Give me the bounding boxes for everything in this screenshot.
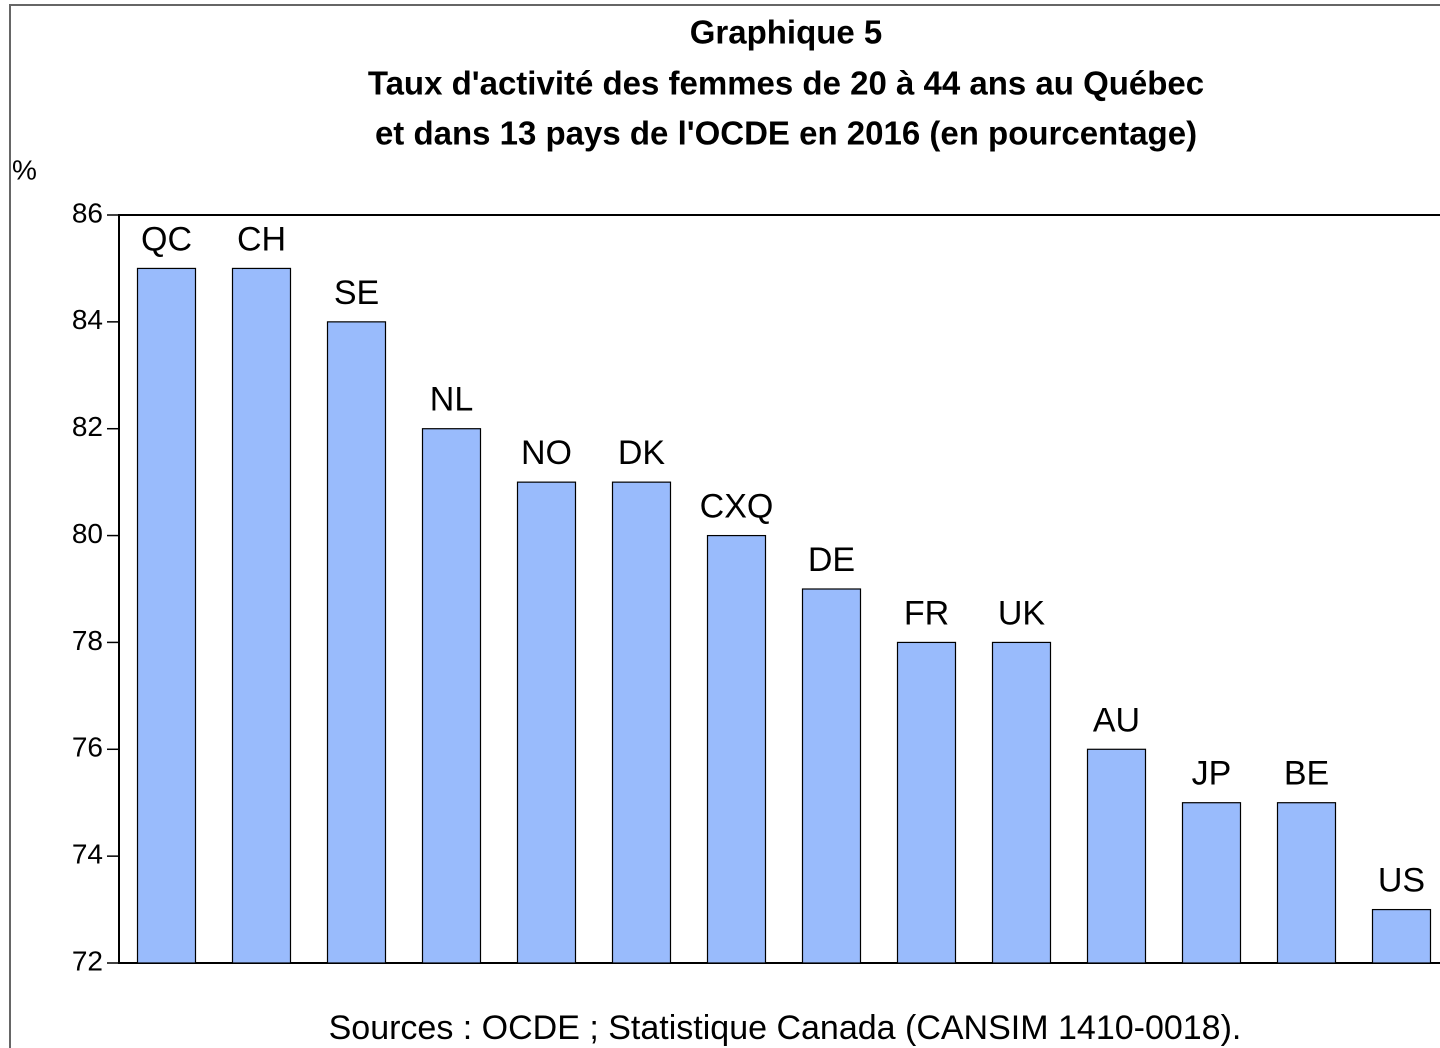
chart-title: Taux d'activité des femmes de 20 à 44 an… (368, 65, 1204, 102)
source-note: Sources : OCDE ; Statistique Canada (CAN… (329, 1009, 1242, 1047)
bar (326, 321, 387, 964)
bar-label: AU (1093, 701, 1140, 739)
y-tick-label: 76 (72, 732, 103, 763)
bar (801, 588, 862, 964)
y-tick-label: 72 (72, 945, 103, 976)
bar-label: CXQ (700, 488, 774, 526)
bar (1371, 908, 1432, 964)
y-tick-label: 86 (72, 197, 103, 228)
bar-label: NO (521, 434, 572, 472)
bar (706, 534, 767, 964)
plot-area (118, 214, 1440, 964)
bar-label: UK (998, 594, 1046, 632)
bar-label: DK (618, 434, 666, 472)
bar (136, 267, 197, 964)
chart-title: Graphique 5 (690, 14, 883, 51)
y-tick-label: 74 (72, 839, 103, 870)
bar-label: DE (808, 541, 855, 579)
bar-label: BE (1284, 755, 1329, 793)
bar-label: CH (237, 220, 286, 258)
bar-label: NL (430, 381, 473, 419)
bar (1086, 748, 1147, 964)
bar (991, 641, 1052, 964)
bar (421, 428, 482, 964)
y-tick-label: 80 (72, 518, 103, 549)
bar (231, 267, 292, 964)
bar-label: FR (904, 594, 949, 632)
y-tick-label: 82 (72, 411, 103, 442)
bar-label: SE (334, 274, 379, 312)
bar (611, 481, 672, 964)
bar (896, 641, 957, 964)
bar (516, 481, 577, 964)
chart-title: et dans 13 pays de l'OCDE en 2016 (en po… (375, 115, 1197, 152)
y-tick-label: 78 (72, 625, 103, 656)
bar-label: JP (1192, 755, 1232, 793)
bar-label: US (1378, 862, 1425, 900)
bar (1276, 802, 1337, 964)
bar-label: QC (141, 220, 192, 258)
y-tick-label: 84 (72, 304, 103, 335)
y-axis-label: % (12, 154, 37, 185)
bar (1181, 802, 1242, 964)
